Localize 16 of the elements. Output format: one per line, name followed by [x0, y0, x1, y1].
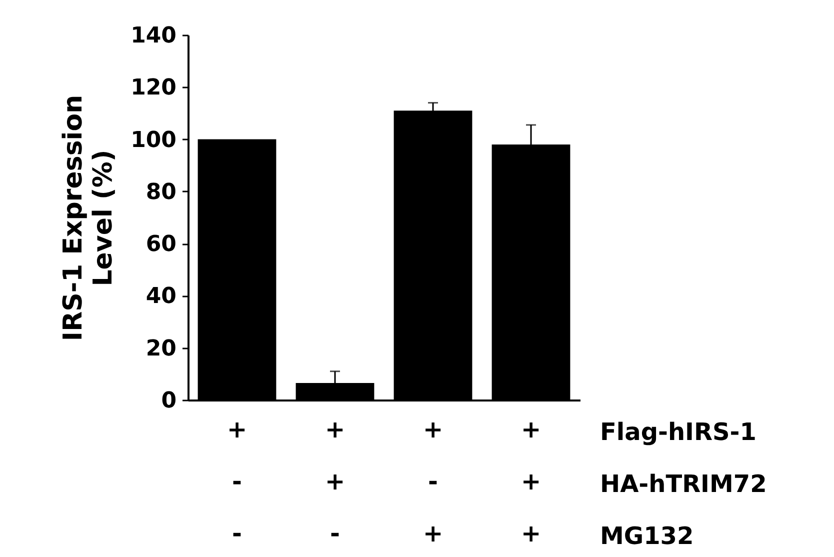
- y-tick-label: 80: [146, 180, 176, 205]
- y-tick-label: 140: [130, 24, 176, 48]
- y-tick-label: 120: [130, 76, 176, 101]
- text: MG132: [600, 522, 694, 550]
- text: HA-hTRIM72: [600, 470, 767, 498]
- x-tick-label: + - -: [226, 416, 248, 548]
- y-tick-label: 20: [146, 336, 176, 362]
- y-tick-label: 40: [146, 284, 176, 310]
- x-tick-label: + + -: [324, 416, 346, 548]
- text: Flag-hIRS-1: [600, 418, 756, 446]
- x-tick-label: + + +: [520, 416, 542, 548]
- y-tick-label: 100: [130, 128, 176, 153]
- y-axis-title: IRS-1 Expression Level (%): [58, 94, 119, 342]
- x-tick-label: + - +: [422, 416, 444, 548]
- y-tick-label: 0: [161, 388, 176, 414]
- y-tick-label: 60: [146, 232, 176, 258]
